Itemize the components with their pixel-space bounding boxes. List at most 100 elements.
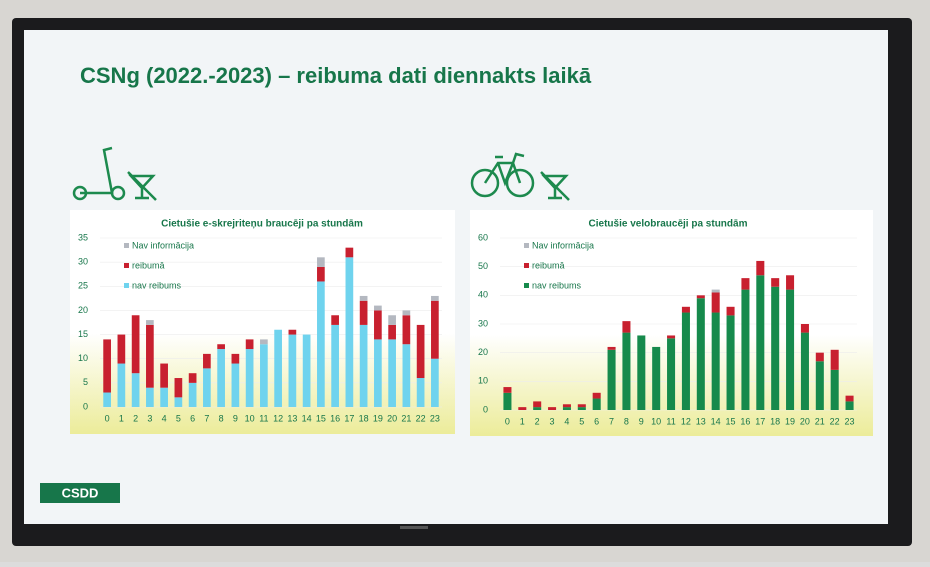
y-tick-label: 35 xyxy=(78,232,88,242)
bar-segment xyxy=(607,346,616,350)
bar-segment xyxy=(331,324,339,407)
bar-segment xyxy=(845,395,854,402)
x-tick-label: 20 xyxy=(387,413,397,423)
bar-segment xyxy=(317,281,325,407)
legend-swatch xyxy=(124,263,129,268)
x-tick-label: 4 xyxy=(564,416,569,426)
bar-segment xyxy=(800,332,809,410)
x-tick-label: 1 xyxy=(520,416,525,426)
bar-segment xyxy=(146,324,154,388)
x-tick-label: 10 xyxy=(245,413,255,423)
bar-segment xyxy=(726,315,735,410)
bar-segment xyxy=(786,289,795,410)
bar-segment xyxy=(288,334,297,407)
legend-label: nav reibums xyxy=(132,280,182,290)
bar-segment xyxy=(577,404,586,408)
x-tick-label: 23 xyxy=(430,413,440,423)
glass-icon-2 xyxy=(540,171,570,201)
bar-segment xyxy=(231,363,240,407)
bar-segment xyxy=(231,353,240,364)
x-tick-label: 0 xyxy=(505,416,510,426)
x-tick-label: 3 xyxy=(147,413,152,423)
x-tick-label: 22 xyxy=(416,413,426,423)
x-tick-label: 16 xyxy=(330,413,340,423)
x-tick-label: 11 xyxy=(259,413,268,423)
bar-segment xyxy=(188,373,197,383)
y-tick-label: 15 xyxy=(78,329,88,339)
bar-segment xyxy=(131,373,140,407)
y-tick-label: 30 xyxy=(78,257,88,267)
bar-segment xyxy=(260,339,268,345)
bar-segment xyxy=(402,310,411,316)
x-tick-label: 9 xyxy=(233,413,238,423)
x-tick-label: 15 xyxy=(726,416,736,426)
bar-segment xyxy=(800,324,809,333)
bar-segment xyxy=(756,260,765,276)
x-tick-label: 0 xyxy=(105,413,110,423)
x-tick-label: 5 xyxy=(176,413,181,423)
bar-segment xyxy=(741,289,750,410)
bar-segment xyxy=(359,324,368,407)
x-tick-label: 6 xyxy=(594,416,599,426)
x-tick-label: 8 xyxy=(219,413,224,423)
bar-segment xyxy=(402,344,411,407)
legend-label: Nav informācija xyxy=(532,240,594,250)
x-tick-label: 16 xyxy=(740,416,750,426)
bar-segment xyxy=(681,312,690,410)
bar-segment xyxy=(637,335,646,410)
legend-label: reibumā xyxy=(532,260,565,270)
chart-title: Cietušie velobraucēji pa stundām xyxy=(589,219,748,230)
x-tick-label: 3 xyxy=(550,416,555,426)
bar-segment xyxy=(667,335,676,339)
bar-segment xyxy=(711,289,720,293)
x-tick-label: 8 xyxy=(624,416,629,426)
bar-segment xyxy=(217,344,225,350)
scooter-icon xyxy=(72,146,126,201)
y-tick-label: 10 xyxy=(78,353,88,363)
bar-segment xyxy=(592,392,601,399)
bar-segment xyxy=(845,401,854,410)
x-tick-label: 23 xyxy=(845,416,855,426)
bar-segment xyxy=(577,407,586,410)
glass-icon-1 xyxy=(127,171,157,201)
x-tick-label: 9 xyxy=(639,416,644,426)
y-tick-label: 20 xyxy=(78,305,88,315)
x-tick-label: 4 xyxy=(162,413,167,423)
x-tick-label: 13 xyxy=(287,413,297,423)
bar-segment xyxy=(815,352,824,362)
legend-swatch xyxy=(124,243,129,248)
x-tick-label: 15 xyxy=(316,413,326,423)
x-tick-label: 7 xyxy=(609,416,614,426)
bar-segment xyxy=(217,349,225,407)
legend-swatch xyxy=(124,283,129,288)
bar-segment xyxy=(359,300,368,325)
x-tick-label: 18 xyxy=(770,416,780,426)
legend-label: Nav informācija xyxy=(132,240,194,250)
bar-segment xyxy=(146,387,154,407)
y-tick-label: 0 xyxy=(483,404,488,414)
bar-segment xyxy=(667,338,676,410)
x-tick-label: 7 xyxy=(204,413,209,423)
bar-segment xyxy=(117,334,126,364)
x-tick-label: 14 xyxy=(711,416,721,426)
bar-segment xyxy=(518,407,527,410)
y-tick-label: 60 xyxy=(478,232,488,242)
bar-segment xyxy=(771,278,780,287)
x-tick-label: 18 xyxy=(359,413,369,423)
bar-segment xyxy=(203,368,211,407)
bar-segment xyxy=(503,392,512,410)
bar-segment xyxy=(174,397,183,407)
bar-segment xyxy=(696,295,705,299)
bar-segment xyxy=(103,339,111,393)
bar-segment xyxy=(359,295,368,301)
y-tick-label: 30 xyxy=(478,318,488,328)
bar-segment xyxy=(245,349,254,407)
x-tick-label: 14 xyxy=(302,413,312,423)
legend-swatch xyxy=(524,263,529,268)
x-tick-label: 22 xyxy=(830,416,840,426)
y-tick-label: 25 xyxy=(78,281,88,291)
x-tick-label: 19 xyxy=(785,416,795,426)
x-tick-label: 17 xyxy=(344,413,354,423)
bar-segment xyxy=(274,329,282,407)
